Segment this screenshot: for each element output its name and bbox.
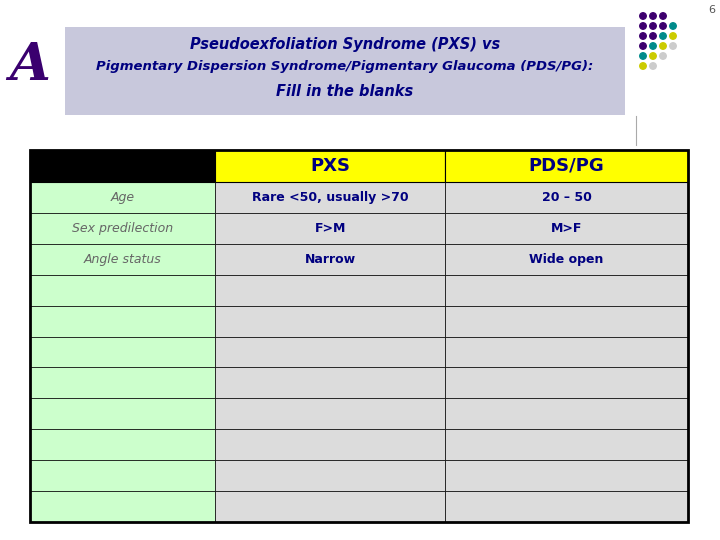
Bar	[215, 182, 445, 213]
Bar	[215, 306, 445, 336]
Bar	[30, 150, 688, 522]
Bar	[445, 182, 688, 213]
Bar	[445, 491, 688, 522]
Text: Pigmentary Dispersion Syndrome/Pigmentary Glaucoma (PDS/PG):: Pigmentary Dispersion Syndrome/Pigmentar…	[96, 60, 593, 73]
Bar	[215, 213, 445, 244]
Text: PXS: PXS	[310, 157, 350, 175]
Bar	[65, 27, 625, 115]
Bar	[445, 213, 688, 244]
Text: 20 – 50: 20 – 50	[541, 191, 592, 204]
Circle shape	[660, 43, 666, 49]
Bar	[30, 367, 215, 399]
Circle shape	[649, 43, 656, 49]
Circle shape	[649, 53, 656, 59]
Circle shape	[640, 23, 647, 29]
Bar	[30, 429, 215, 460]
Bar	[215, 429, 445, 460]
Bar	[30, 182, 215, 213]
Circle shape	[640, 13, 647, 19]
Bar	[215, 399, 445, 429]
Bar	[30, 244, 215, 275]
Circle shape	[670, 43, 676, 49]
Circle shape	[660, 13, 666, 19]
Circle shape	[670, 33, 676, 39]
Text: Pseudoexfoliation Syndrome (PXS) vs: Pseudoexfoliation Syndrome (PXS) vs	[190, 37, 500, 52]
Bar	[30, 399, 215, 429]
Bar	[445, 429, 688, 460]
Circle shape	[649, 63, 656, 69]
Bar	[445, 460, 688, 491]
Text: PDS/PG: PDS/PG	[528, 157, 605, 175]
Text: Narrow: Narrow	[305, 253, 356, 266]
Circle shape	[660, 53, 666, 59]
Text: Angle status: Angle status	[84, 253, 161, 266]
Text: Fill in the blanks: Fill in the blanks	[276, 84, 413, 99]
Circle shape	[640, 33, 647, 39]
Bar	[215, 244, 445, 275]
Circle shape	[640, 63, 647, 69]
Bar	[445, 150, 688, 182]
Text: Wide open: Wide open	[529, 253, 604, 266]
Text: M>F: M>F	[551, 222, 582, 235]
Bar	[445, 275, 688, 306]
Bar	[30, 336, 215, 367]
Bar	[445, 306, 688, 336]
Bar	[445, 399, 688, 429]
Bar	[215, 460, 445, 491]
Bar	[215, 275, 445, 306]
Bar	[215, 150, 445, 182]
Text: 6: 6	[708, 5, 715, 15]
Bar	[445, 336, 688, 367]
Circle shape	[649, 13, 656, 19]
Bar	[215, 336, 445, 367]
Circle shape	[640, 43, 647, 49]
Bar	[30, 460, 215, 491]
Text: Sex predilection: Sex predilection	[72, 222, 173, 235]
Bar	[30, 306, 215, 336]
Circle shape	[670, 23, 676, 29]
Circle shape	[649, 33, 656, 39]
Bar	[445, 367, 688, 399]
Bar	[215, 367, 445, 399]
Bar	[445, 244, 688, 275]
Bar	[30, 491, 215, 522]
Bar	[30, 213, 215, 244]
Text: Rare <50, usually >70: Rare <50, usually >70	[252, 191, 408, 204]
Circle shape	[660, 33, 666, 39]
Bar	[30, 275, 215, 306]
Circle shape	[660, 23, 666, 29]
Bar	[30, 150, 215, 182]
Circle shape	[640, 53, 647, 59]
Text: Age: Age	[110, 191, 135, 204]
Circle shape	[649, 23, 656, 29]
Text: F>M: F>M	[315, 222, 346, 235]
Text: A: A	[9, 40, 50, 91]
Bar	[215, 491, 445, 522]
